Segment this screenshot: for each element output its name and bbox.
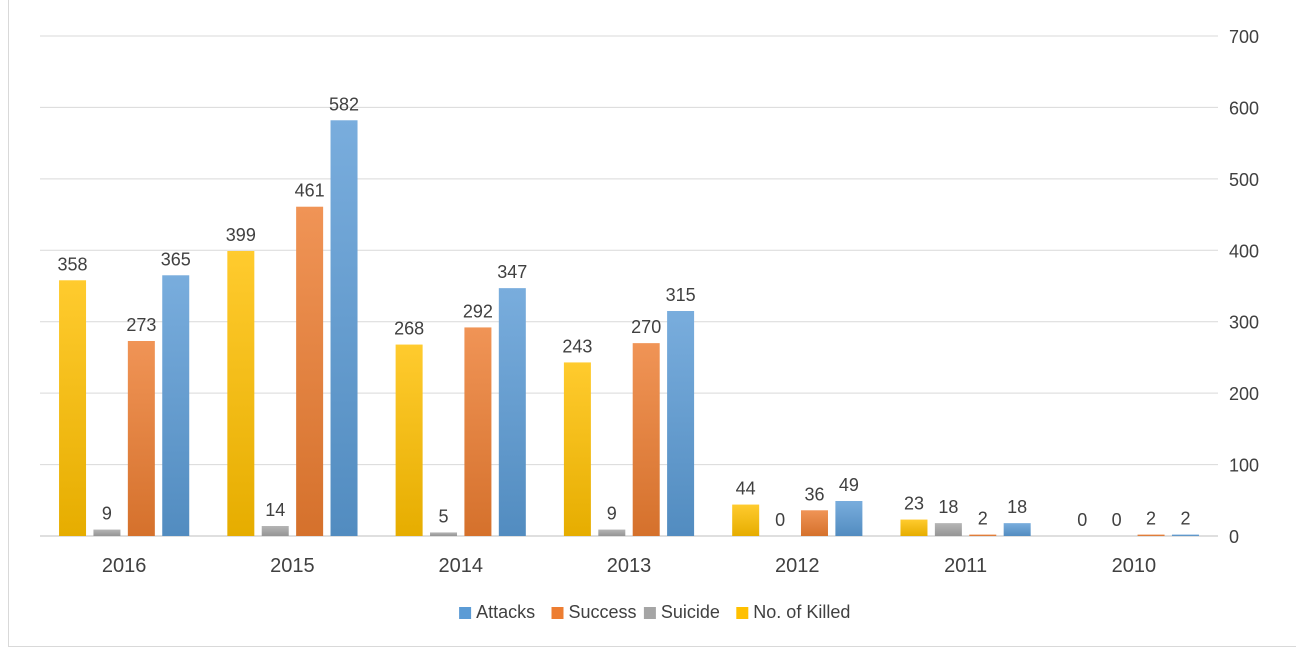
data-label: 461 <box>295 181 325 201</box>
legend-swatch <box>643 607 656 619</box>
data-label: 49 <box>839 475 859 495</box>
bar <box>430 532 458 536</box>
bar <box>563 362 591 536</box>
y-tick-label: 200 <box>1229 384 1259 404</box>
x-category-label: 2016 <box>102 555 147 577</box>
bar <box>1137 534 1165 536</box>
bar <box>261 526 289 536</box>
bar <box>464 327 492 536</box>
bar <box>1003 523 1031 536</box>
data-label: 582 <box>329 94 359 114</box>
data-label: 315 <box>666 285 696 305</box>
data-label: 273 <box>126 315 156 335</box>
data-label: 358 <box>58 254 88 274</box>
y-tick-label: 600 <box>1229 98 1259 118</box>
x-category-label: 2014 <box>438 555 483 577</box>
y-tick-label: 300 <box>1229 313 1259 333</box>
data-label: 399 <box>226 225 256 245</box>
data-label: 9 <box>607 504 617 524</box>
chart-frame <box>8 0 1296 647</box>
data-label: 270 <box>631 317 661 337</box>
bar <box>900 519 928 536</box>
legend-swatch <box>551 607 564 619</box>
bar <box>835 501 863 536</box>
legend-label: No. of Killed <box>753 602 850 622</box>
data-label: 2 <box>1180 509 1190 529</box>
data-label: 5 <box>439 506 449 526</box>
bar <box>227 251 255 536</box>
data-label: 44 <box>736 479 756 499</box>
bar <box>969 534 997 536</box>
bar <box>127 341 155 536</box>
legend-swatch <box>736 607 749 619</box>
y-tick-label: 100 <box>1229 456 1259 476</box>
legend-swatch <box>459 607 472 619</box>
x-category-label: 2015 <box>270 555 315 577</box>
data-label: 18 <box>938 497 958 517</box>
data-label: 2 <box>1146 509 1156 529</box>
bar <box>732 504 760 536</box>
data-label: 9 <box>102 504 112 524</box>
data-label: 14 <box>265 500 285 520</box>
bar <box>395 344 423 536</box>
bar <box>632 343 660 536</box>
data-label: 36 <box>804 484 824 504</box>
y-tick-label: 700 <box>1229 27 1259 47</box>
x-category-label: 2010 <box>1112 555 1157 577</box>
legend-label: Attacks <box>476 602 535 622</box>
legend-label: Success <box>569 602 637 622</box>
data-label: 292 <box>463 301 493 321</box>
data-label: 347 <box>497 262 527 282</box>
y-tick-label: 400 <box>1229 241 1259 261</box>
bar <box>498 288 526 536</box>
data-label: 0 <box>775 510 785 530</box>
bar <box>59 280 87 536</box>
legend-label: Suicide <box>661 602 720 622</box>
x-category-label: 2012 <box>775 555 820 577</box>
bar <box>598 529 626 536</box>
data-label: 18 <box>1007 497 1027 517</box>
bar <box>934 523 962 536</box>
y-tick-label: 0 <box>1229 527 1239 547</box>
bar <box>93 529 121 536</box>
x-category-label: 2011 <box>944 555 987 577</box>
bar <box>667 311 695 536</box>
bar <box>162 275 190 536</box>
data-label: 268 <box>394 319 424 339</box>
data-label: 0 <box>1077 510 1087 530</box>
y-tick-label: 500 <box>1229 170 1259 190</box>
data-label: 23 <box>904 494 924 514</box>
data-label: 243 <box>562 336 592 356</box>
bar <box>296 206 324 536</box>
bar <box>330 120 358 537</box>
x-category-label: 2013 <box>607 555 652 577</box>
bar <box>1171 534 1199 536</box>
data-label: 365 <box>161 249 191 269</box>
bar <box>800 510 828 536</box>
data-label: 0 <box>1112 510 1122 530</box>
data-label: 2 <box>978 509 988 529</box>
